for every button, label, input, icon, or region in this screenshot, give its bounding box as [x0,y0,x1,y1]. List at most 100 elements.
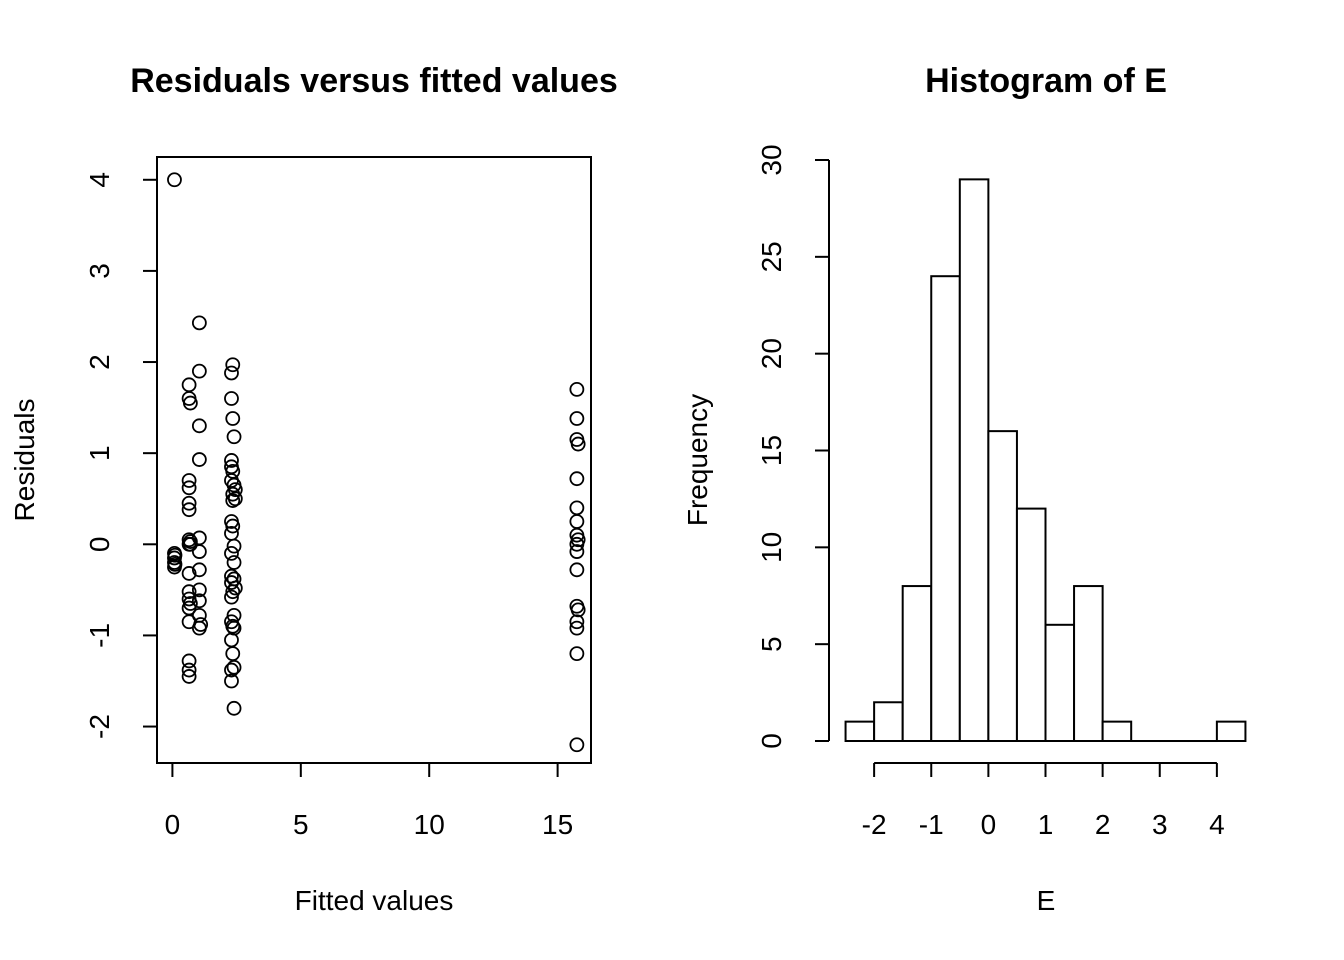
scatter-point [570,436,586,452]
scatter-point [181,584,197,600]
histogram-y-tick-label: 25 [756,241,787,272]
histogram-bar [844,720,876,743]
scatter-point [182,395,198,411]
histogram-bar [987,430,1018,742]
scatter-point [226,700,242,716]
scatter-y-tick-label: 0 [84,537,115,553]
scatter-point [569,381,585,397]
histogram-title: Histogram of E [925,62,1167,100]
scatter-point [181,653,197,669]
histogram-x-label: E [1037,885,1056,916]
scatter-point [569,544,585,559]
scatter-point [181,662,197,678]
scatter-x-tick-label: 0 [165,809,181,840]
scatter-point [181,566,197,581]
scatter-x-tick-label: 15 [542,809,573,840]
histogram-y-tick-label: 20 [756,338,787,369]
scatter-point [224,546,239,561]
histogram-bar [1073,585,1104,742]
scatter-point [569,411,585,426]
scatter-point [224,589,239,605]
scatter-point [224,365,239,381]
histogram-y-axis: 0 5 10 15 20 25 30 [756,144,830,749]
scatter-y-tick-label: -2 [84,714,115,739]
scatter-point [191,582,207,598]
scatter-y-tick-label: -1 [84,623,115,648]
scatter-point [224,662,239,678]
histogram-y-tick-label: 5 [756,636,787,652]
scatter-point [225,493,241,508]
scatter-x-label: Fitted values [295,885,454,916]
scatter-y-tick-label: 4 [84,172,115,188]
histogram-x-tick-label: 3 [1152,809,1168,840]
scatter-point [191,593,207,609]
scatter-plot-frame [156,156,592,764]
scatter-point [181,473,197,488]
scatter-point [191,544,207,559]
scatter-y-tick-label: 3 [84,263,115,279]
scatter-point [569,536,585,552]
scatter-points [167,172,586,753]
scatter-point [226,659,242,675]
scatter-point [181,502,197,518]
scatter-point [181,377,197,393]
scatter-point [226,555,242,570]
scatter-point [181,495,197,511]
scatter-point [226,538,242,554]
scatter-point [167,547,183,563]
histogram-y-label: Frequency [682,394,713,526]
scatter-point [224,391,239,406]
scatter-panel: Residuals versus fitted values 0 5 10 15 -2… [9,62,618,916]
scatter-point [225,411,241,426]
scatter-point [181,480,197,496]
scatter-y-axis: -2 -1 0 1 2 3 4 [84,172,158,739]
scatter-point [225,518,241,534]
scatter-point [569,646,585,662]
scatter-y-tick-label: 2 [84,354,115,370]
scatter-point [225,584,241,600]
histogram-x-tick-label: 0 [981,809,997,840]
scatter-point [193,617,209,632]
histogram-bar [1044,623,1076,742]
scatter-point [225,646,241,662]
histogram-y-tick-label: 10 [756,532,787,563]
scatter-point [191,452,207,467]
histogram-bar [901,585,933,742]
scatter-point [181,669,197,684]
histogram-x-tick-label: 2 [1095,809,1111,840]
scatter-point [569,514,585,529]
scatter-point [167,172,182,188]
histogram-bar [873,701,904,742]
scatter-x-axis: 0 5 10 15 [165,762,573,840]
scatter-point [569,471,585,487]
scatter-point [569,737,585,753]
histogram-x-tick-label: 1 [1038,809,1054,840]
histogram-y-tick-label: 0 [756,733,787,749]
scatter-point [227,491,243,507]
scatter-point [191,562,207,578]
histogram-bar [930,275,961,742]
scatter-point [569,614,585,630]
scatter-point [569,620,585,636]
scatter-point [191,315,207,331]
scatter-point [225,357,241,373]
histogram-y-tick-label: 15 [756,435,787,466]
scatter-point [224,632,239,648]
scatter-point [191,363,207,379]
histogram-bars [844,178,1247,743]
scatter-point [569,562,585,578]
scatter-y-label: Residuals [9,399,40,522]
scatter-title: Residuals versus fitted values [130,62,618,100]
scatter-point [569,500,585,516]
histogram-bar [958,178,990,743]
scatter-point [227,580,243,596]
scatter-point [191,418,207,434]
scatter-point [570,602,586,618]
histogram-bar [1101,720,1133,743]
scatter-y-tick-label: 1 [84,445,115,461]
histogram-x-axis: -2 -1 0 1 2 3 4 [862,762,1225,840]
scatter-point [224,673,239,689]
scatter-point [167,556,183,572]
